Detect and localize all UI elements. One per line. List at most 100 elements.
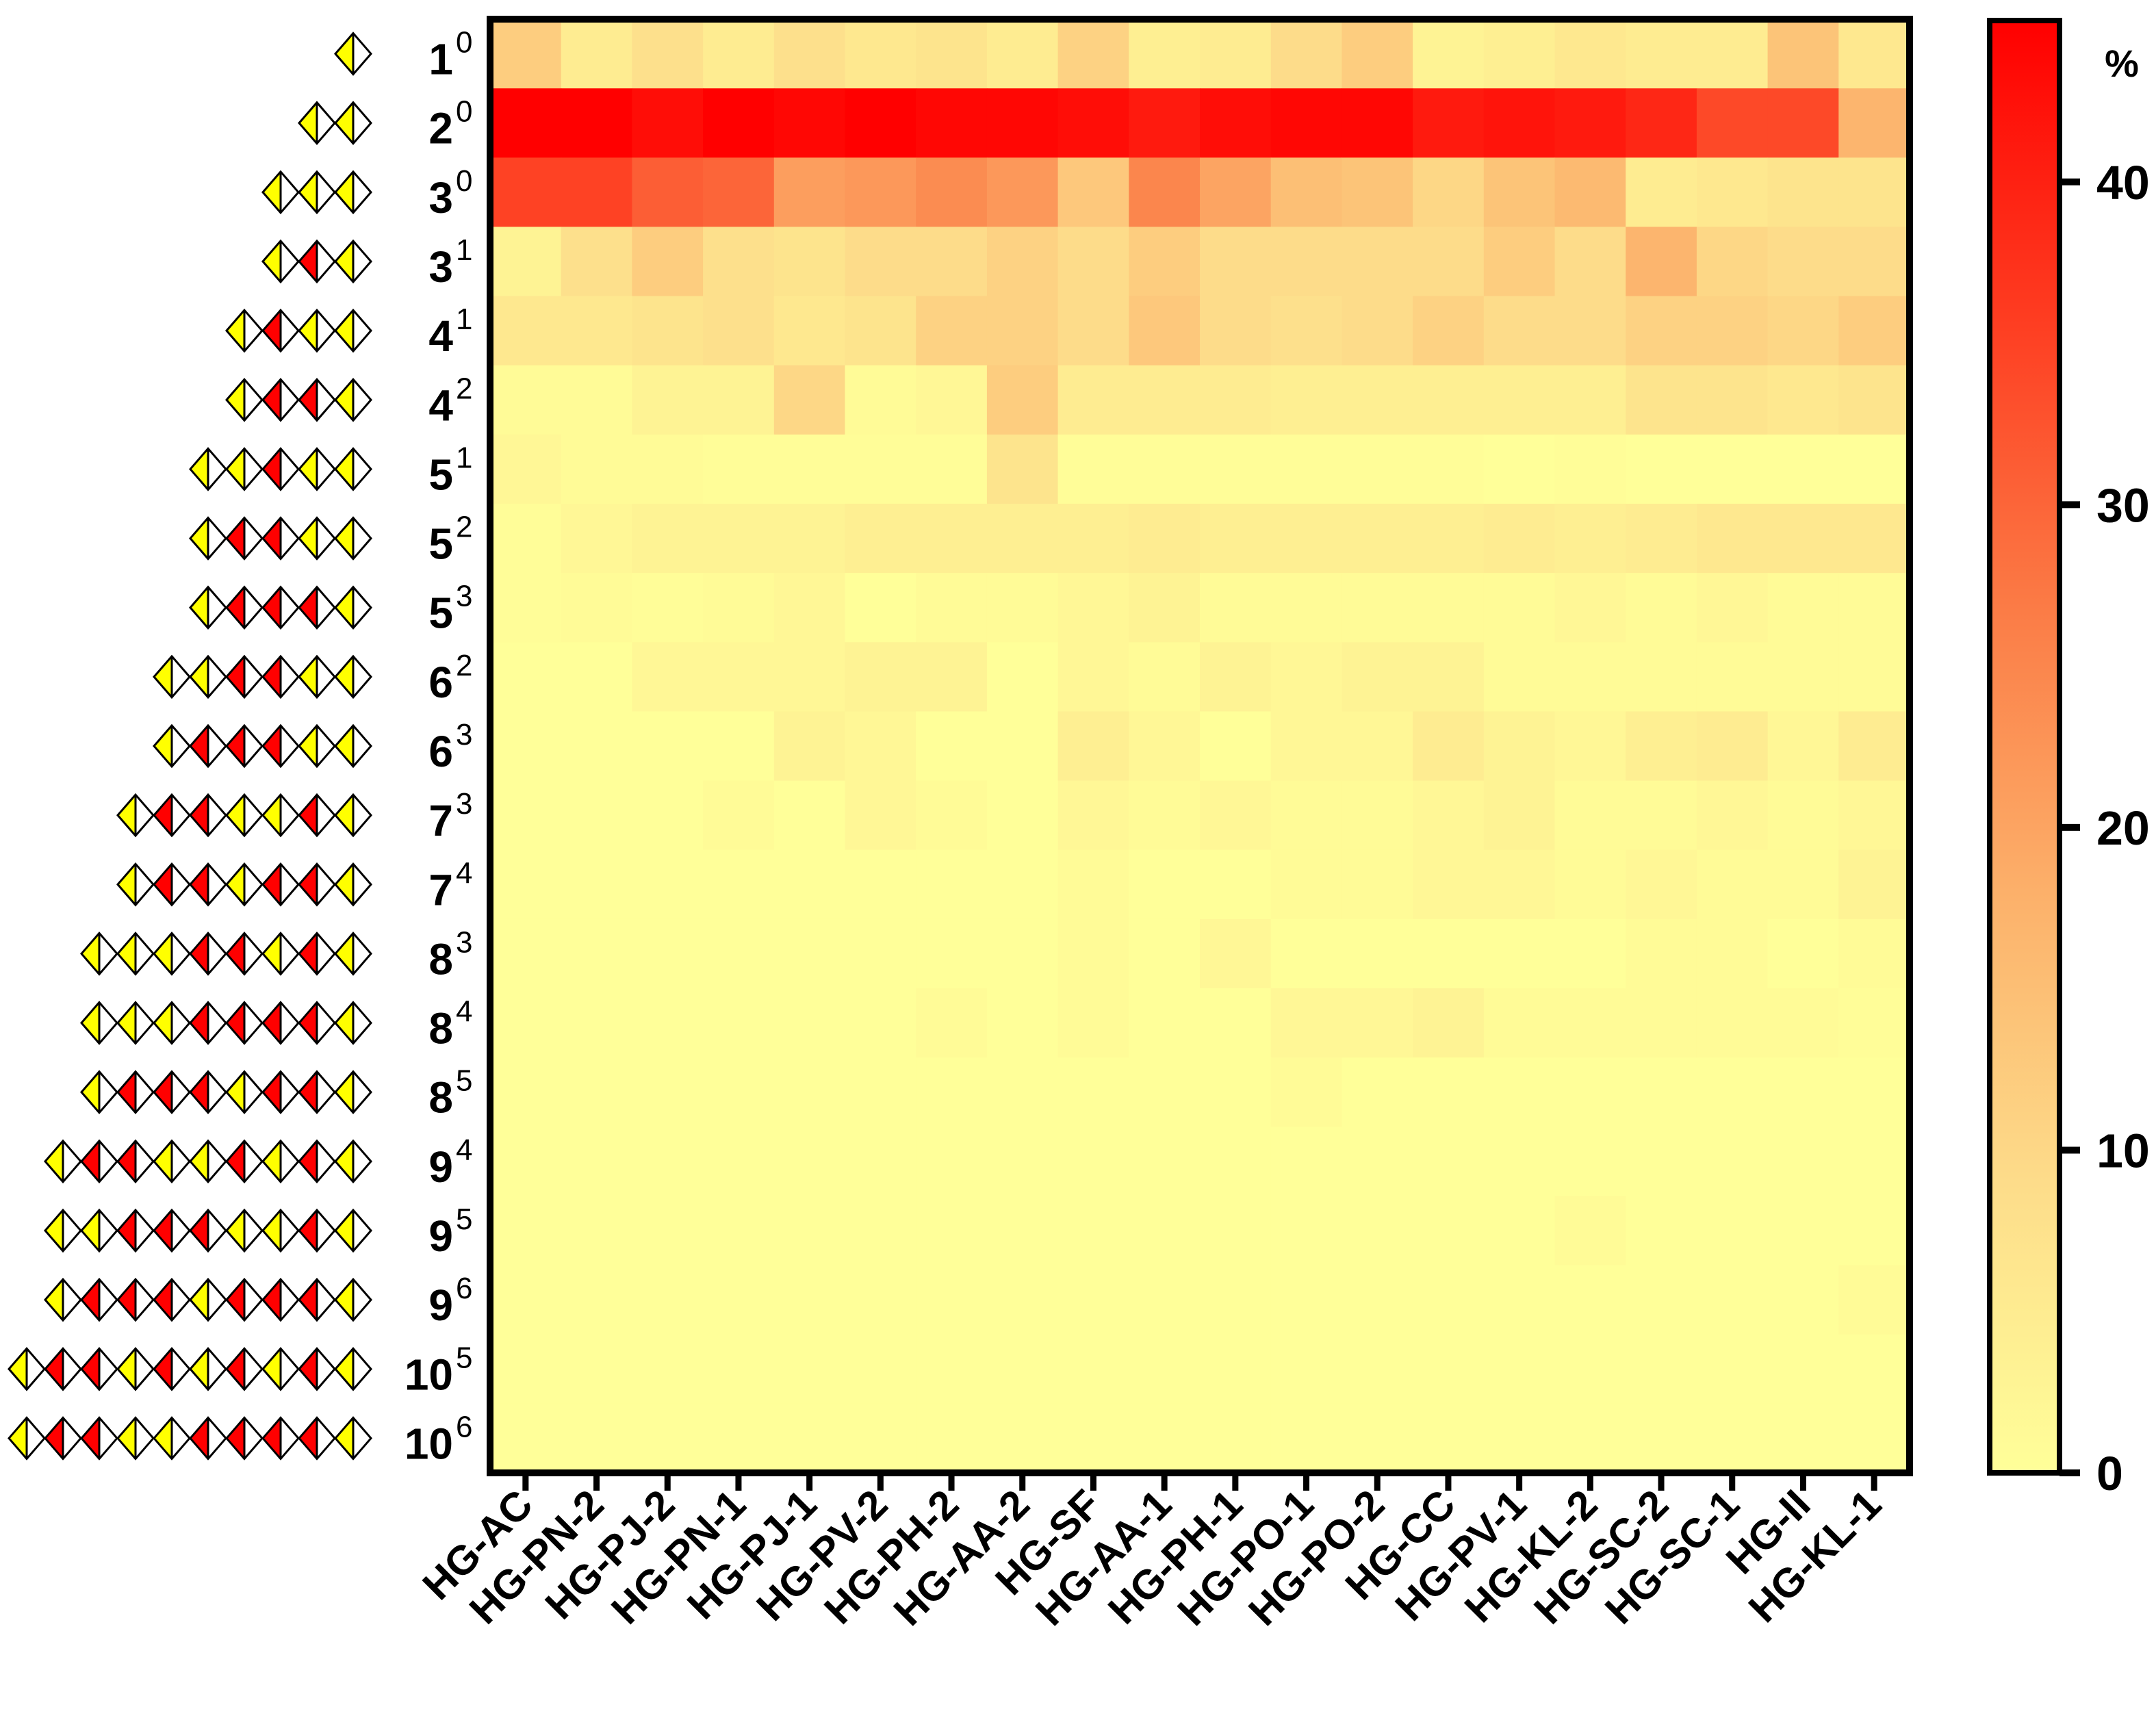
heatmap-cell <box>1767 227 1839 297</box>
heatmap-cell <box>916 1196 988 1266</box>
heatmap-cell <box>1342 1127 1413 1197</box>
heatmap-cell <box>632 1334 704 1404</box>
heatmap-cell <box>1696 642 1769 712</box>
heatmap-cell <box>1057 88 1129 158</box>
glycan-diamond <box>299 241 317 282</box>
heatmap-cell <box>1413 780 1485 851</box>
heatmap-cell <box>1129 642 1201 712</box>
heatmap-cell <box>561 988 632 1058</box>
glycan-diamond <box>190 1348 208 1390</box>
heatmap-cell <box>1129 918 1201 989</box>
heatmap-cell <box>1767 1196 1839 1266</box>
heatmap-cell <box>1483 711 1556 782</box>
heatmap-cell <box>1626 849 1697 920</box>
heatmap-cell <box>1767 296 1839 366</box>
glycan-diamond <box>299 795 317 836</box>
heatmap-cell <box>1413 711 1485 782</box>
heatmap-cell <box>561 780 632 851</box>
heatmap-cell <box>986 1403 1059 1474</box>
heatmap-cell <box>1554 780 1626 851</box>
heatmap-cell <box>1696 504 1769 574</box>
heatmap-cell <box>1413 1057 1485 1127</box>
heatmap-cell <box>1483 1196 1556 1266</box>
heatmap-cell <box>1057 1127 1129 1197</box>
heatmap-cell <box>1696 573 1769 643</box>
heatmap-cell <box>986 780 1059 851</box>
glycan-diamond <box>227 795 244 836</box>
glycan-diamond <box>299 517 317 559</box>
glycan-diamond <box>154 656 172 697</box>
glycan-diamond <box>263 379 281 421</box>
row-label-superscript: 1 <box>456 303 472 336</box>
glycan-diamond <box>263 310 281 352</box>
glycan-diamond <box>45 1348 63 1390</box>
glycan-structure <box>44 1208 372 1253</box>
heatmap-cell <box>986 849 1059 920</box>
glycan-diamond <box>227 1348 244 1390</box>
glycan-diamond <box>154 933 172 975</box>
glycan-diamond <box>227 1279 244 1321</box>
heatmap-cell <box>1838 365 1910 435</box>
glycan-diamond <box>335 795 353 836</box>
heatmap-cell <box>1483 1403 1556 1474</box>
heatmap-cell <box>1838 918 1910 989</box>
heatmap-cell <box>916 642 988 712</box>
heatmap-cell <box>490 88 562 158</box>
heatmap-cell <box>1129 988 1201 1058</box>
heatmap-cell <box>845 711 916 782</box>
heatmap-frame <box>487 16 1913 1476</box>
heatmap-cell <box>845 504 916 574</box>
heatmap-cell <box>986 365 1059 435</box>
glycan-diamond <box>190 864 208 905</box>
glycan-diamond <box>227 448 244 490</box>
glycan-diamond-outline <box>334 793 372 838</box>
heatmap-cell <box>986 157 1059 228</box>
glycan-structure <box>80 931 372 976</box>
heatmap-cell <box>1413 504 1485 574</box>
heatmap-cell <box>1057 711 1129 782</box>
glycan-diamond <box>335 656 353 697</box>
glycan-diamond <box>335 725 353 767</box>
heatmap-cell <box>986 918 1059 989</box>
heatmap-cell <box>703 642 775 712</box>
glycan-diamond <box>227 725 244 767</box>
heatmap-cell <box>490 573 562 643</box>
glycan-diamond <box>263 864 281 905</box>
heatmap-cell <box>1767 1403 1839 1474</box>
heatmap-cell <box>1057 1196 1129 1266</box>
heatmap-cell <box>632 1196 704 1266</box>
glycan-diamond <box>299 864 317 905</box>
heatmap-cell <box>1696 1196 1769 1266</box>
heatmap-cell <box>1057 365 1129 435</box>
heatmap-cell <box>1696 1127 1769 1197</box>
heatmap-cell <box>1413 157 1485 228</box>
glycan-diamond-outline <box>334 377 372 422</box>
heatmap-cell <box>1200 1403 1272 1474</box>
glycan-diamond <box>335 33 353 75</box>
heatmap-cell <box>1129 780 1201 851</box>
heatmap-cell <box>561 1196 632 1266</box>
heatmap-cell <box>1057 918 1129 989</box>
row-label-superscript: 6 <box>456 1272 472 1305</box>
heatmap-cell <box>1767 504 1839 574</box>
heatmap-cell <box>1200 434 1272 504</box>
heatmap-cell <box>1554 157 1626 228</box>
row-label: 5 <box>428 519 453 569</box>
heatmap-cell <box>773 88 846 158</box>
heatmap-cell <box>1342 1334 1413 1404</box>
heatmap-cell <box>1413 988 1485 1058</box>
heatmap-cell <box>1270 19 1342 89</box>
heatmap-cell <box>845 157 916 228</box>
heatmap-cell <box>1200 780 1272 851</box>
heatmap-cell <box>1696 1265 1769 1335</box>
heatmap-cell <box>986 1127 1059 1197</box>
heatmap-cell <box>1554 434 1626 504</box>
row-label-superscript: 5 <box>456 1341 472 1374</box>
heatmap-cell <box>845 849 916 920</box>
heatmap-cell <box>703 296 775 366</box>
heatmap-cell <box>561 434 632 504</box>
glycan-diamond-outline <box>334 1346 372 1391</box>
heatmap-cell <box>1129 1196 1201 1266</box>
heatmap-cell <box>1342 434 1413 504</box>
